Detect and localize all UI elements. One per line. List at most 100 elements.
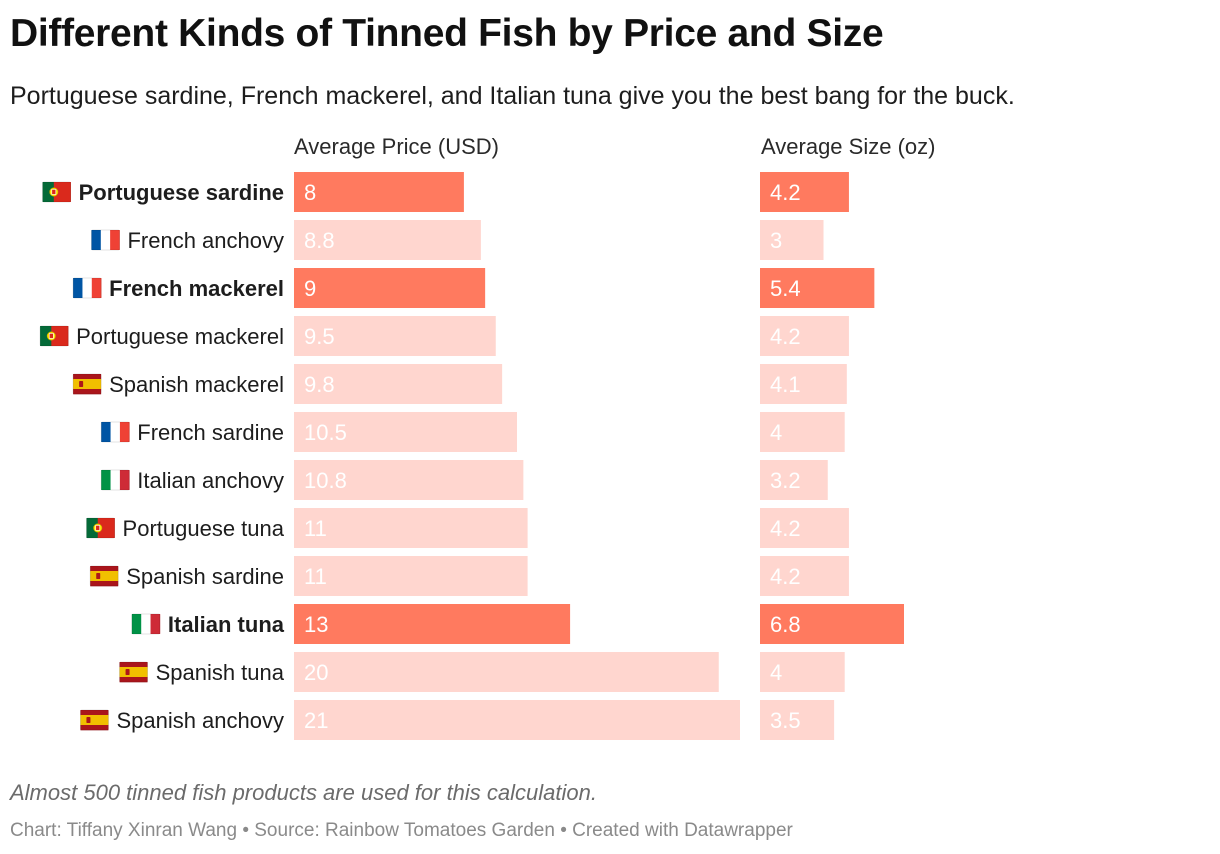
flag-icon-fr: [100, 421, 130, 443]
flag-stripe: [51, 326, 69, 346]
category-label: Italian anchovy: [137, 468, 284, 493]
price-data-label: 13: [304, 612, 328, 637]
flag-icon-es: [72, 373, 102, 395]
flag-border: [39, 325, 69, 347]
credit-line: Chart: Tiffany Xinran Wang • Source: Rai…: [10, 820, 793, 841]
flag-icon-pt: [42, 181, 72, 203]
price-bar: [294, 412, 517, 452]
flag-border: [72, 277, 102, 299]
flag-stripe: [90, 581, 119, 587]
flag-coat: [125, 669, 130, 675]
bar-chart: Portuguese sardine 8 4.2 French anchovy 8.8 3…: [39, 172, 904, 740]
price-bar: [294, 604, 571, 644]
flag-icon-es: [119, 661, 148, 683]
price-bar: [294, 316, 496, 356]
flag-stripe: [110, 230, 120, 250]
price-column-header: Average Price (USD): [294, 134, 499, 159]
flag-stripe: [73, 389, 102, 395]
category-label: Spanish sardine: [126, 564, 284, 589]
flag-icon-fr: [72, 277, 102, 299]
flag-stripe: [91, 230, 102, 250]
flag-border: [100, 421, 130, 443]
flag-stripe: [150, 614, 161, 634]
price-bar: [294, 220, 481, 260]
price-bar: [294, 700, 740, 740]
flag-stripe: [42, 182, 55, 202]
price-data-label: 9.5: [304, 324, 335, 349]
flag-stripe: [80, 710, 109, 716]
price-data-label: 11: [304, 564, 327, 589]
category-label: Portuguese tuna: [123, 516, 285, 541]
flag-icon-fr: [91, 229, 120, 251]
size-bar: [760, 508, 849, 548]
size-bar: [760, 412, 845, 452]
flag-stripe: [80, 725, 109, 731]
flag-border: [89, 565, 119, 587]
flag-stripe: [73, 379, 102, 390]
price-data-label: 10.5: [304, 420, 347, 445]
price-data-label: 20: [304, 660, 328, 685]
flag-stripe: [80, 715, 109, 726]
size-data-label: 4: [770, 660, 782, 685]
flag-stripe: [119, 677, 148, 683]
flag-stripe: [101, 422, 111, 442]
size-bar: [760, 316, 849, 356]
category-label: Spanish tuna: [156, 660, 285, 685]
size-data-label: 3.5: [770, 708, 801, 733]
size-column-header: Average Size (oz): [761, 134, 936, 159]
category-label: French mackerel: [109, 276, 284, 301]
size-data-label: 6.8: [770, 612, 801, 637]
price-bar: [294, 460, 524, 500]
flag-icon-pt: [86, 517, 115, 539]
flag-stripe: [119, 422, 130, 442]
size-bar: [760, 460, 828, 500]
price-bar: [294, 364, 503, 404]
flag-stripe: [110, 422, 121, 442]
price-data-label: 10.8: [304, 468, 347, 493]
price-data-label: 9.8: [304, 372, 335, 397]
size-bar: [760, 556, 849, 596]
price-bar: [294, 268, 486, 308]
category-label: Spanish anchovy: [116, 708, 284, 733]
size-data-label: 3: [770, 228, 782, 253]
category-label: Portuguese mackerel: [76, 324, 284, 349]
flag-stripe: [100, 230, 111, 250]
category-label: Italian tuna: [168, 612, 285, 637]
flag-stripe: [119, 662, 148, 668]
flag-shield: [95, 525, 101, 531]
size-data-label: 4.1: [770, 372, 801, 397]
flag-stripe: [40, 326, 52, 346]
size-bar: [760, 268, 875, 308]
flag-icon-es: [80, 709, 109, 731]
size-bar: [760, 604, 904, 644]
flag-stripe: [73, 278, 83, 298]
flag-icon-es: [89, 565, 119, 587]
category-label: Spanish mackerel: [109, 372, 284, 397]
flag-border: [80, 709, 109, 731]
size-data-label: 4.2: [770, 324, 801, 349]
price-data-label: 9: [304, 276, 316, 301]
flag-border: [119, 661, 148, 683]
flag-icon-pt: [39, 325, 69, 347]
price-data-label: 11: [304, 516, 327, 541]
flag-stripe: [91, 278, 102, 298]
flag-stripe: [73, 374, 102, 380]
flag-stripe: [53, 182, 71, 202]
size-bar: [760, 220, 824, 260]
footnote: Almost 500 tinned fish products are used…: [10, 780, 597, 805]
flag-stripe: [131, 614, 142, 634]
flag-stripe: [82, 278, 93, 298]
size-bar: [760, 700, 835, 740]
flag-border: [42, 181, 72, 203]
category-label: Portuguese sardine: [79, 180, 284, 205]
size-bar: [760, 364, 847, 404]
category-label: French sardine: [137, 420, 284, 445]
size-data-label: 4.2: [770, 516, 801, 541]
flag-icon-it: [100, 469, 130, 491]
flag-shield: [51, 189, 57, 195]
flag-stripe: [90, 566, 119, 572]
flag-border: [100, 469, 130, 491]
price-bar: [294, 556, 528, 596]
size-data-label: 4: [770, 420, 782, 445]
size-data-label: 4.2: [770, 564, 801, 589]
